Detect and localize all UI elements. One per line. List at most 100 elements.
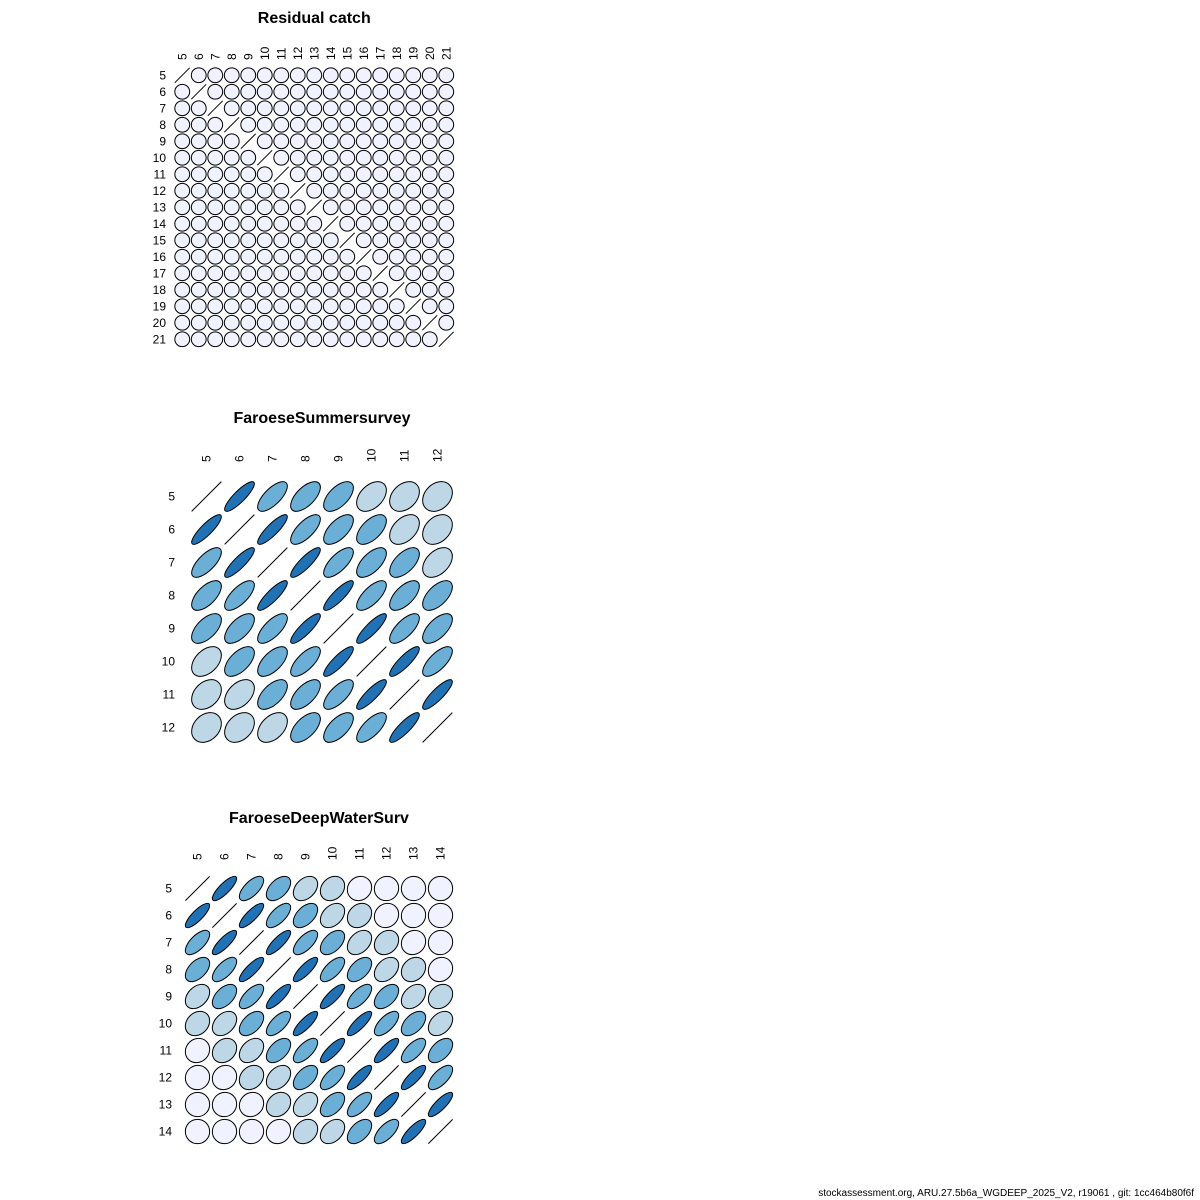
- correlation-ellipse: [355, 116, 372, 133]
- column-label: 6: [192, 53, 206, 60]
- correlation-ellipse: [319, 875, 346, 902]
- correlation-ellipse: [427, 1010, 454, 1037]
- correlation-ellipse: [174, 232, 191, 249]
- correlation-ellipse: [289, 248, 306, 265]
- correlation-ellipse: [240, 314, 257, 331]
- correlation-ellipse: [184, 902, 211, 929]
- row-label: 21: [153, 332, 167, 346]
- correlation-ellipse: [289, 100, 306, 117]
- row-label: 16: [153, 250, 167, 264]
- correlation-ellipse: [405, 248, 422, 265]
- correlation-ellipse: [322, 100, 339, 117]
- correlation-ellipse: [290, 613, 321, 644]
- row-label: 10: [162, 655, 176, 669]
- correlation-ellipse: [322, 265, 339, 282]
- correlation-ellipse: [256, 199, 273, 216]
- correlation-ellipse: [319, 1037, 346, 1064]
- correlation-ellipse: [238, 956, 265, 983]
- correlation-ellipse: [405, 100, 422, 117]
- correlation-ellipse: [224, 679, 255, 710]
- diagonal-line: [265, 956, 292, 983]
- correlation-ellipse: [240, 331, 257, 348]
- correlation-ellipse: [256, 100, 273, 117]
- diagonal-line: [323, 613, 354, 644]
- column-label: 11: [353, 847, 367, 860]
- column-label: 10: [258, 46, 272, 60]
- correlation-ellipse: [306, 116, 323, 133]
- correlation-ellipse: [174, 281, 191, 298]
- diagonal-line: [400, 1091, 427, 1118]
- correlation-ellipse: [438, 265, 455, 282]
- correlation-ellipse: [306, 83, 323, 100]
- correlation-ellipse: [289, 232, 306, 249]
- row-label: 6: [165, 909, 172, 923]
- correlation-ellipse: [207, 331, 224, 348]
- diagonal-line: [292, 983, 319, 1010]
- diagonal-line: [421, 314, 438, 331]
- row-label: 10: [159, 1017, 173, 1031]
- correlation-ellipse: [323, 481, 354, 512]
- correlation-ellipse: [421, 166, 438, 183]
- correlation-ellipse: [322, 182, 339, 199]
- correlation-ellipse: [184, 929, 211, 956]
- correlation-ellipse: [438, 67, 455, 84]
- row-label: 20: [153, 316, 167, 330]
- correlation-ellipse: [256, 298, 273, 315]
- correlation-ellipse: [190, 100, 207, 117]
- diagonal-line: [322, 215, 339, 232]
- correlation-ellipse: [223, 100, 240, 117]
- correlation-ellipse: [207, 149, 224, 166]
- correlation-ellipse: [265, 1037, 292, 1064]
- correlation-ellipse: [292, 1091, 319, 1118]
- correlation-ellipse: [405, 232, 422, 249]
- correlation-ellipse: [240, 182, 257, 199]
- correlation-ellipse: [224, 712, 255, 743]
- correlation-ellipse: [306, 166, 323, 183]
- correlation-ellipse: [240, 199, 257, 216]
- column-label: 8: [225, 53, 239, 60]
- column-label: 13: [307, 46, 321, 60]
- correlation-ellipse: [174, 166, 191, 183]
- correlation-ellipse: [207, 314, 224, 331]
- row-label: 6: [168, 523, 175, 537]
- correlation-ellipse: [207, 232, 224, 249]
- correlation-ellipse: [373, 1118, 400, 1145]
- correlation-ellipse: [373, 875, 400, 902]
- row-label: 13: [153, 200, 167, 214]
- correlation-ellipse: [322, 116, 339, 133]
- correlation-ellipse: [211, 1010, 238, 1037]
- correlation-ellipse: [405, 182, 422, 199]
- correlation-ellipse: [421, 281, 438, 298]
- correlation-ellipse: [372, 83, 389, 100]
- correlation-ellipse: [421, 298, 438, 315]
- correlation-ellipse: [256, 232, 273, 249]
- correlation-ellipse: [207, 116, 224, 133]
- correlation-ellipse: [373, 1037, 400, 1064]
- correlation-ellipse: [207, 199, 224, 216]
- correlation-ellipse: [289, 314, 306, 331]
- correlation-ellipse: [438, 232, 455, 249]
- correlation-ellipse: [257, 613, 288, 644]
- correlation-ellipse: [355, 100, 372, 117]
- row-label: 7: [165, 936, 172, 950]
- correlation-ellipse: [273, 100, 290, 117]
- diagonal-line: [184, 875, 211, 902]
- correlation-ellipse: [356, 679, 387, 710]
- correlation-ellipse: [306, 331, 323, 348]
- correlation-ellipse: [389, 481, 420, 512]
- correlation-ellipse: [191, 580, 222, 611]
- correlation-ellipse: [223, 265, 240, 282]
- correlation-ellipse: [438, 83, 455, 100]
- correlation-ellipse: [427, 875, 454, 902]
- correlation-ellipse: [372, 298, 389, 315]
- correlation-ellipse: [223, 83, 240, 100]
- correlation-ellipse: [290, 514, 321, 545]
- correlation-ellipse: [421, 199, 438, 216]
- correlation-ellipse: [373, 902, 400, 929]
- correlation-ellipse: [322, 83, 339, 100]
- row-label: 17: [153, 266, 167, 280]
- correlation-ellipse: [356, 580, 387, 611]
- diagonal-line: [257, 547, 288, 578]
- row-label: 5: [159, 68, 166, 82]
- correlation-ellipse: [438, 182, 455, 199]
